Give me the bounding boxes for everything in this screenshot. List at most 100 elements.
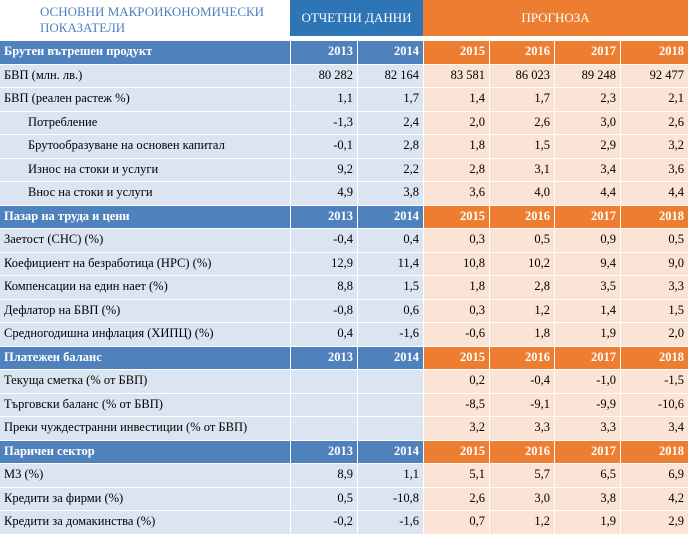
column-divider bbox=[290, 110, 291, 134]
value-cell: 1,4 bbox=[554, 298, 620, 322]
row-divider bbox=[0, 63, 690, 65]
table-row: Кредити за домакинства (%) -0,2 -1,6 0,7 1,2… bbox=[0, 510, 690, 534]
column-divider bbox=[423, 392, 424, 416]
row-divider bbox=[0, 204, 690, 206]
row-label: БВП (млн. лв.) bbox=[0, 63, 290, 87]
table-row: Коефициент на безработица (НРС) (%) 12,9 1… bbox=[0, 251, 690, 275]
column-divider bbox=[620, 463, 621, 487]
column-divider bbox=[423, 228, 424, 252]
value-cell: 12,9 bbox=[290, 251, 357, 275]
column-divider bbox=[357, 275, 358, 299]
column-divider bbox=[290, 392, 291, 416]
value-cell: 11,4 bbox=[357, 251, 423, 275]
row-label: Коефициент на безработица (НРС) (%) bbox=[0, 251, 290, 275]
value-cell: 2,1 bbox=[620, 87, 688, 111]
value-cell: 0,5 bbox=[489, 228, 554, 252]
column-divider bbox=[423, 63, 424, 87]
value-cell: -9,9 bbox=[554, 392, 620, 416]
column-divider bbox=[357, 157, 358, 181]
column-divider bbox=[423, 416, 424, 440]
value-cell: 0,6 bbox=[357, 298, 423, 322]
column-divider bbox=[554, 110, 555, 134]
column-divider bbox=[620, 439, 621, 463]
row-label: Износ на стоки и услуги bbox=[0, 157, 290, 181]
column-divider bbox=[620, 228, 621, 252]
column-divider bbox=[357, 416, 358, 440]
column-divider bbox=[290, 204, 291, 228]
row-label: Компенсации на един нает (%) bbox=[0, 275, 290, 299]
column-divider bbox=[489, 345, 490, 369]
column-divider bbox=[290, 298, 291, 322]
section-header-row: Пазар на труда и цени 2013 2014 2015 2016 201… bbox=[0, 204, 690, 228]
row-divider bbox=[0, 275, 690, 276]
column-divider bbox=[290, 40, 291, 64]
column-divider bbox=[489, 110, 490, 134]
value-cell: 1,5 bbox=[489, 134, 554, 158]
column-divider bbox=[423, 345, 424, 369]
value-cell: 2,6 bbox=[423, 486, 489, 510]
value-cell: 2,9 bbox=[554, 134, 620, 158]
table-row: М3 (%) 8,9 1,1 5,1 5,7 6,5 6,9 bbox=[0, 463, 690, 487]
value-cell: 8,8 bbox=[290, 275, 357, 299]
column-divider bbox=[357, 298, 358, 322]
column-divider bbox=[489, 40, 490, 64]
column-divider bbox=[489, 369, 490, 393]
value-cell: 2,2 bbox=[357, 157, 423, 181]
table-row: Средногодишна инфлация (ХИПЦ) (%) 0,4 -1,6… bbox=[0, 322, 690, 346]
value-cell: -0,4 bbox=[489, 369, 554, 393]
value-cell: 1,4 bbox=[423, 87, 489, 111]
section-header-row: Брутен вътрешен продукт 2013 2014 2015 2016 2… bbox=[0, 40, 690, 64]
value-cell: 1,2 bbox=[489, 510, 554, 534]
value-cell: 9,4 bbox=[554, 251, 620, 275]
year-header-cell: 2014 bbox=[357, 204, 423, 228]
column-divider bbox=[554, 63, 555, 87]
column-divider bbox=[554, 463, 555, 487]
column-divider bbox=[554, 87, 555, 111]
column-divider bbox=[489, 204, 490, 228]
year-header-cell: 2016 bbox=[489, 204, 554, 228]
value-cell: 9,2 bbox=[290, 157, 357, 181]
year-header-cell: 2018 bbox=[620, 40, 688, 64]
year-header-cell: 2015 bbox=[423, 204, 489, 228]
column-divider bbox=[423, 157, 424, 181]
value-cell: 4,9 bbox=[290, 181, 357, 205]
column-divider bbox=[620, 486, 621, 510]
column-divider bbox=[554, 181, 555, 205]
table-row: Компенсации на един нает (%) 8,8 1,5 1,8 2,8… bbox=[0, 275, 690, 299]
column-divider bbox=[620, 40, 621, 64]
value-cell: 83 581 bbox=[423, 63, 489, 87]
value-cell: 10,8 bbox=[423, 251, 489, 275]
value-cell: 3,8 bbox=[554, 486, 620, 510]
column-divider bbox=[290, 87, 291, 111]
column-divider bbox=[554, 40, 555, 64]
value-cell: 2,8 bbox=[357, 134, 423, 158]
row-label: Текуща сметка (% от БВП) bbox=[0, 369, 290, 393]
row-divider bbox=[0, 157, 690, 159]
column-divider bbox=[620, 510, 621, 534]
column-divider bbox=[357, 87, 358, 111]
column-divider bbox=[357, 345, 358, 369]
value-cell: 3,3 bbox=[620, 275, 688, 299]
value-cell: 0,5 bbox=[290, 486, 357, 510]
value-cell: 9,0 bbox=[620, 251, 688, 275]
column-divider bbox=[357, 392, 358, 416]
column-divider bbox=[357, 181, 358, 205]
value-cell: 3,2 bbox=[423, 416, 489, 440]
value-cell: 5,7 bbox=[489, 463, 554, 487]
column-divider bbox=[554, 439, 555, 463]
value-cell: 10,2 bbox=[489, 251, 554, 275]
column-divider bbox=[489, 275, 490, 299]
column-divider bbox=[489, 486, 490, 510]
column-divider bbox=[554, 204, 555, 228]
column-divider bbox=[489, 181, 490, 205]
row-divider bbox=[0, 369, 690, 370]
value-cell: -1,6 bbox=[357, 510, 423, 534]
column-divider bbox=[423, 275, 424, 299]
column-divider bbox=[423, 87, 424, 111]
year-header-cell: 2018 bbox=[620, 204, 688, 228]
value-cell: 0,9 bbox=[554, 228, 620, 252]
value-cell: 86 023 bbox=[489, 63, 554, 87]
table-row: Внос на стоки и услуги 4,9 3,8 3,6 4,0 4,4 4,4 bbox=[0, 181, 690, 205]
column-divider bbox=[357, 63, 358, 87]
